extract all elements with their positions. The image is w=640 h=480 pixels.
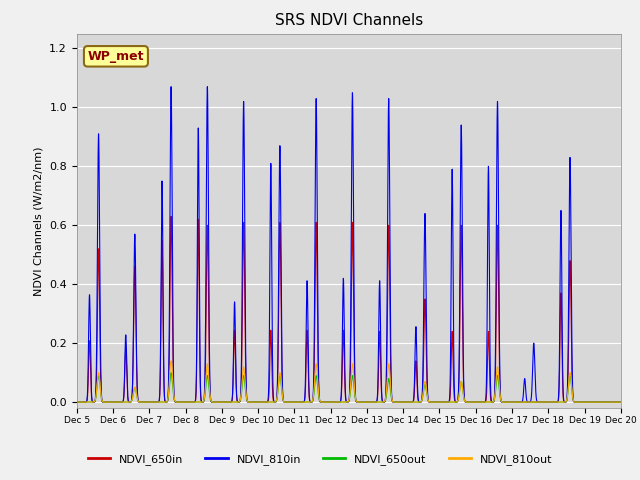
NDVI_810in (617, 399, 625, 405)
NDVI_810in (608, 399, 616, 405)
Y-axis label: NDVI Channels (W/m2/nm): NDVI Channels (W/m2/nm) (34, 146, 44, 296)
NDVI_650out (189, 399, 197, 405)
NDVI_810in (615, 399, 623, 405)
NDVI_650in (276, 245, 284, 251)
NDVI_650in (73, 399, 81, 405)
NDVI_810out (184, 399, 191, 405)
NDVI_650in (501, 399, 509, 405)
NDVI_810in (276, 180, 284, 185)
Text: WP_met: WP_met (88, 50, 144, 63)
NDVI_810out (424, 396, 431, 402)
NDVI_650out (167, 370, 175, 375)
NDVI_650out (424, 397, 431, 403)
NDVI_650in (184, 399, 191, 405)
Line: NDVI_810out: NDVI_810out (77, 361, 621, 402)
NDVI_650out (276, 375, 284, 381)
NDVI_810out (501, 399, 509, 405)
NDVI_810in (184, 399, 191, 405)
NDVI_650out (501, 399, 509, 405)
NDVI_810out (617, 399, 625, 405)
NDVI_650in (424, 396, 431, 402)
Line: NDVI_650out: NDVI_650out (77, 372, 621, 402)
NDVI_810out (73, 399, 81, 405)
NDVI_650in (615, 399, 623, 405)
NDVI_650in (608, 399, 616, 405)
NDVI_650in (189, 399, 197, 405)
NDVI_810in (424, 394, 431, 399)
NDVI_650out (617, 399, 625, 405)
NDVI_810out (189, 399, 197, 405)
NDVI_810in (189, 399, 197, 405)
Line: NDVI_810in: NDVI_810in (77, 87, 621, 402)
NDVI_810out (276, 372, 284, 378)
NDVI_650in (167, 214, 175, 219)
NDVI_650out (615, 399, 623, 405)
Legend: NDVI_650in, NDVI_810in, NDVI_650out, NDVI_810out: NDVI_650in, NDVI_810in, NDVI_650out, NDV… (83, 450, 557, 469)
Title: SRS NDVI Channels: SRS NDVI Channels (275, 13, 423, 28)
NDVI_810in (501, 399, 509, 405)
NDVI_650in (617, 399, 625, 405)
NDVI_810out (167, 358, 175, 364)
NDVI_810in (73, 399, 81, 405)
NDVI_650out (73, 399, 81, 405)
NDVI_810out (615, 399, 623, 405)
NDVI_810in (167, 84, 175, 90)
Line: NDVI_650in: NDVI_650in (77, 216, 621, 402)
NDVI_650out (184, 399, 191, 405)
